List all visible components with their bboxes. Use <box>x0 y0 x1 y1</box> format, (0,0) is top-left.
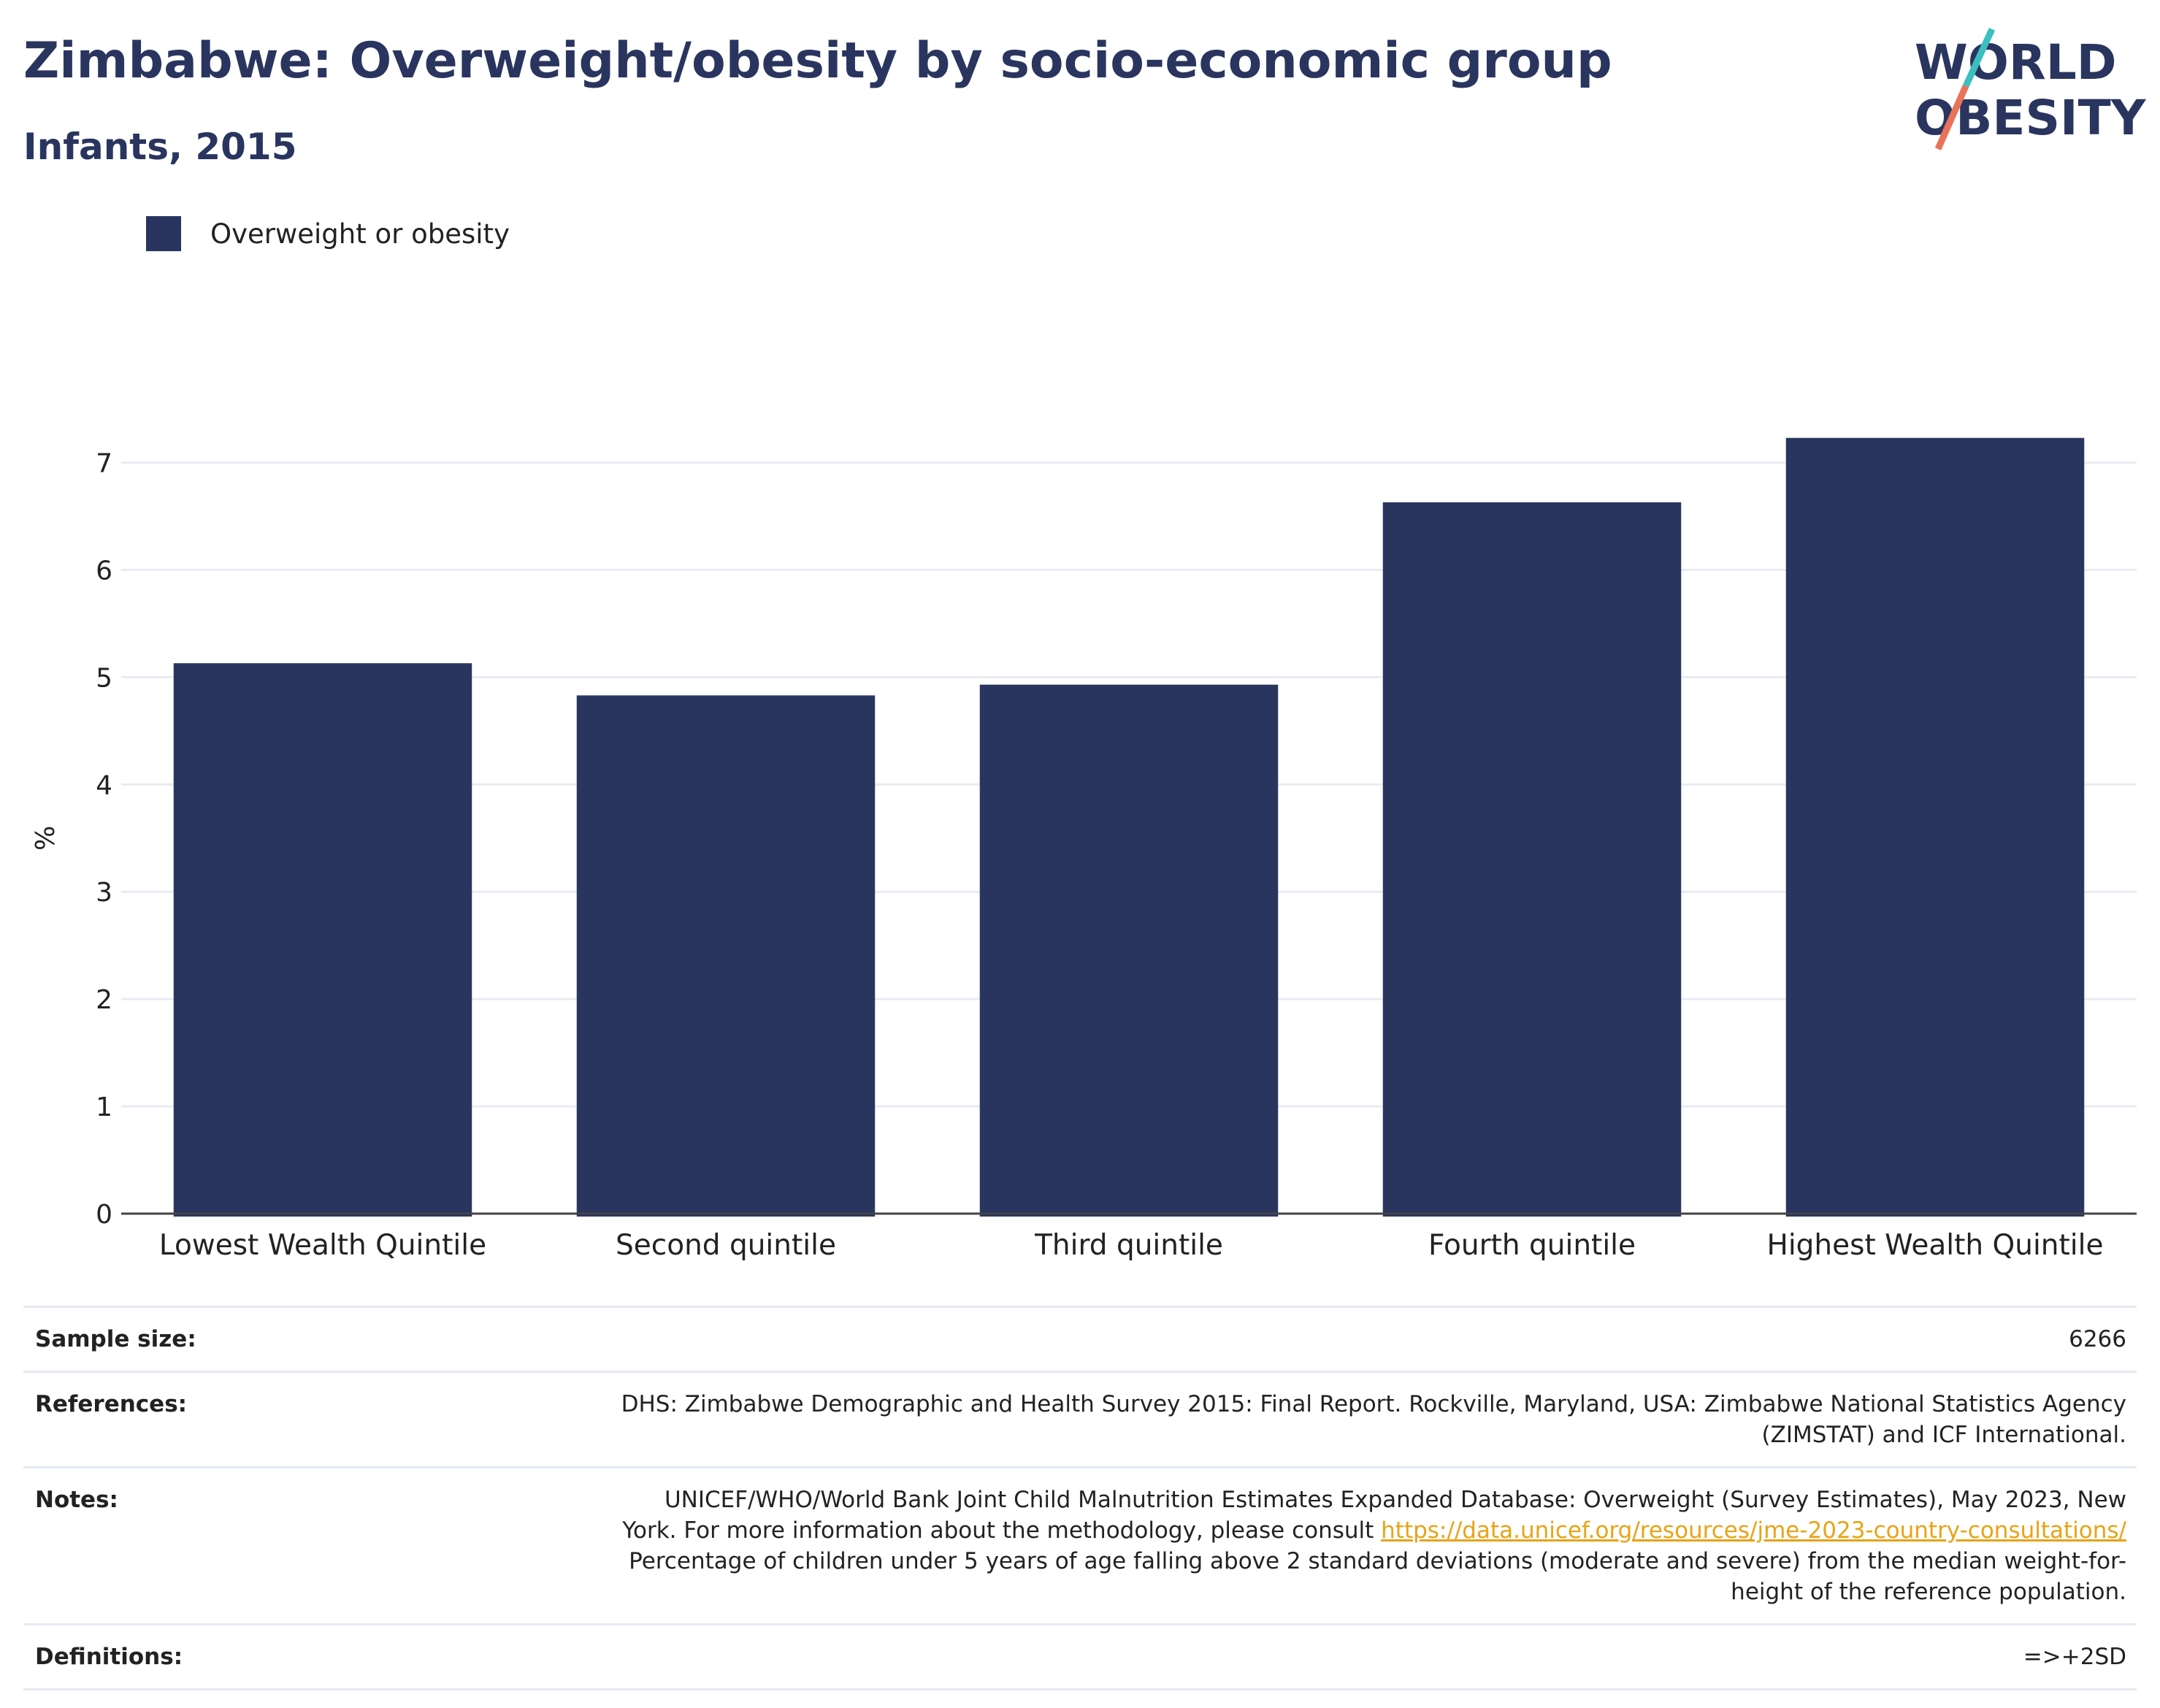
x-tick-label: Lowest Wealth Quintile <box>159 1229 486 1262</box>
bar <box>1382 502 1682 1217</box>
sample-size-row: Sample size: 6266 <box>23 1306 2137 1371</box>
logo-slash-coral <box>1934 85 1969 150</box>
x-tick-label: Fourth quintile <box>1428 1229 1636 1262</box>
definitions-value: =>+2SD <box>2023 1644 2126 1670</box>
legend: Overweight or obesity <box>146 216 510 251</box>
x-tick-label: Third quintile <box>1034 1229 1223 1262</box>
references-value: DHS: Zimbabwe Demographic and Health Sur… <box>298 1389 2126 1450</box>
y-tick-label: 0 <box>96 1200 112 1230</box>
notes-line1: UNICEF/WHO/World Bank Joint Child Malnut… <box>664 1487 2126 1513</box>
notes-value: UNICEF/WHO/World Bank Joint Child Malnut… <box>298 1485 2126 1607</box>
bar <box>1785 437 2085 1217</box>
notes-label: Notes: <box>35 1487 118 1513</box>
definitions-label: Definitions: <box>35 1644 183 1670</box>
bar <box>576 695 876 1217</box>
references-line2: (ZIMSTAT) and ICF International. <box>1761 1422 2126 1448</box>
references-label: References: <box>35 1391 188 1417</box>
notes-line3: Percentage of children under 5 years of … <box>629 1548 2126 1574</box>
bar-chart: 0 1 2 3 4 5 6 7% Lowest Wealth Quintile Second qu… <box>31 437 2137 1262</box>
definitions-row: Definitions: =>+2SD <box>23 1623 2137 1690</box>
sample-size-label: Sample size: <box>35 1326 196 1352</box>
y-tick-label: 4 <box>96 770 112 800</box>
y-tick-label: 5 <box>96 663 112 693</box>
notes-line2-text: York. For more information about the met… <box>622 1517 1382 1544</box>
y-tick-label: 2 <box>96 985 112 1015</box>
notes-line4: height of the reference population. <box>1731 1579 2126 1605</box>
sample-size-value: 6266 <box>2069 1326 2126 1352</box>
references-line1: DHS: Zimbabwe Demographic and Health Sur… <box>621 1391 2126 1417</box>
logo-slash-teal <box>1962 28 1996 88</box>
chart-subtitle: Infants, 2015 <box>23 126 297 168</box>
x-tick-label: Highest Wealth Quintile <box>1767 1229 2104 1262</box>
metadata-table: Sample size: 6266 References: DHS: Zimba… <box>23 1306 2137 1690</box>
legend-swatch <box>146 216 181 251</box>
logo-line1: WORLD <box>1915 34 2117 91</box>
references-row: References: DHS: Zimbabwe Demographic an… <box>23 1371 2137 1466</box>
y-tick-label: 7 <box>96 448 112 478</box>
y-tick-label: 1 <box>96 1092 112 1122</box>
y-tick-label: 6 <box>96 556 112 586</box>
notes-line2: York. For more information about the met… <box>298 1515 2126 1546</box>
chart-title: Zimbabwe: Overweight/obesity by socio-ec… <box>23 32 1612 90</box>
legend-label: Overweight or obesity <box>210 218 510 250</box>
notes-row: Notes: UNICEF/WHO/World Bank Joint Child… <box>23 1466 2137 1623</box>
world-obesity-logo: WORLD OBESITY <box>1915 28 2147 150</box>
y-axis-label: % <box>31 826 61 851</box>
x-tick-label: Second quintile <box>616 1229 836 1262</box>
y-tick-label: 3 <box>96 878 112 908</box>
methodology-link[interactable]: https://data.unicef.org/resources/jme-20… <box>1381 1517 2126 1544</box>
bar <box>173 663 472 1217</box>
bar <box>979 684 1279 1217</box>
